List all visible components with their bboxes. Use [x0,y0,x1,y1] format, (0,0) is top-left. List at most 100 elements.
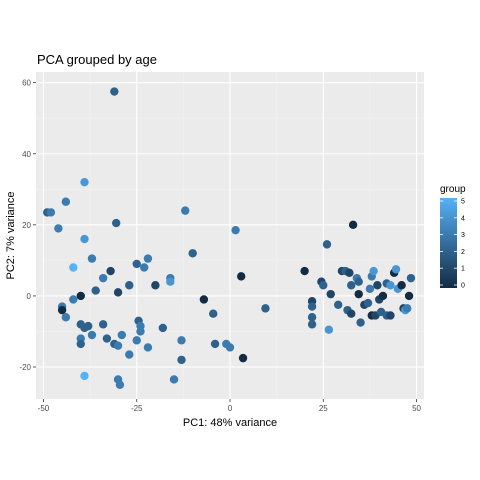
data-point [354,277,363,286]
data-point [307,313,317,322]
data-point [158,323,168,333]
data-points [42,87,416,389]
legend-tick-label: 2 [461,249,465,256]
data-point [300,266,309,276]
data-point [347,281,356,290]
y-tick-label: 20 [22,221,31,230]
data-point [365,284,375,294]
legend-tick-label: 0 [461,283,465,290]
data-point [373,281,382,290]
data-point [166,277,175,286]
data-point [307,302,317,311]
data-point [132,336,141,345]
data-point [125,281,134,290]
data-point [151,281,160,290]
data-point [236,272,246,281]
data-point [347,309,356,318]
x-tick-label: -25 [131,404,143,413]
data-point [356,318,365,327]
data-point [386,311,395,320]
data-point [406,273,416,283]
data-point [181,206,190,215]
data-point [209,309,218,318]
legend-title: group [440,184,466,195]
chart-title: PCA grouped by age [37,52,157,67]
x-axis-ticks: -50 -25 0 25 50 [38,399,422,413]
data-point [113,288,123,297]
data-point [319,281,328,290]
data-point [76,291,85,301]
data-point [348,220,358,230]
data-point [199,295,209,304]
legend-ticks: 0 1 2 3 4 5 [440,199,465,290]
data-point [177,336,186,345]
data-point [112,218,121,228]
legend-tick-label: 1 [461,266,465,273]
data-point [322,240,332,249]
data-point [80,177,89,187]
data-point [326,289,335,299]
legend-tick-label: 4 [461,215,465,222]
y-tick-label: 60 [22,79,31,88]
data-point [136,327,145,336]
data-point [404,291,414,301]
data-point [98,273,108,283]
x-tick-label: 50 [412,404,421,413]
y-axis-ticks: -20 0 20 40 60 [19,79,36,372]
data-point [132,259,141,269]
x-axis-title: PC1: 48% variance [183,417,277,429]
legend-tick-label: 3 [461,232,465,239]
data-point [80,371,89,381]
data-point [363,298,373,308]
data-point [98,320,108,329]
data-point [261,304,270,313]
data-point [403,304,412,313]
y-tick-label: 40 [22,150,31,159]
data-point [143,343,153,352]
legend: group 0 1 2 3 4 5 [440,184,466,290]
data-point [57,305,67,315]
y-tick-label: -20 [19,363,31,372]
legend-tick-label: 5 [461,199,465,206]
data-point [69,263,78,272]
data-point [69,295,78,304]
data-point [61,197,71,206]
data-point [143,254,153,263]
y-axis-title: PC2: 7% variance [5,191,17,279]
data-point [391,265,401,274]
data-point [80,234,89,244]
data-point [115,380,125,389]
data-point [110,87,119,96]
x-tick-label: 25 [319,404,328,413]
data-point [139,263,149,272]
data-point [54,224,63,233]
data-point [61,313,71,322]
x-tick-label: 0 [228,404,233,413]
data-point [210,339,220,349]
data-point [91,286,100,295]
data-point [117,330,127,340]
data-point [46,208,56,217]
data-point [125,350,134,359]
data-point [80,323,89,333]
data-point [102,334,112,343]
data-point [333,300,343,310]
data-point [76,339,85,349]
data-point [177,355,186,365]
data-point [87,254,97,263]
data-point [369,266,378,276]
data-point [324,325,334,334]
data-point [87,330,97,340]
data-point [386,281,395,290]
data-point [354,289,363,299]
data-point [106,266,115,276]
data-point [238,353,248,363]
data-point [345,268,354,278]
y-tick-label: 0 [27,292,32,301]
data-point [231,225,240,235]
x-tick-label: -50 [38,404,50,413]
data-point [225,343,235,352]
data-point [397,281,406,290]
data-point [113,341,123,350]
